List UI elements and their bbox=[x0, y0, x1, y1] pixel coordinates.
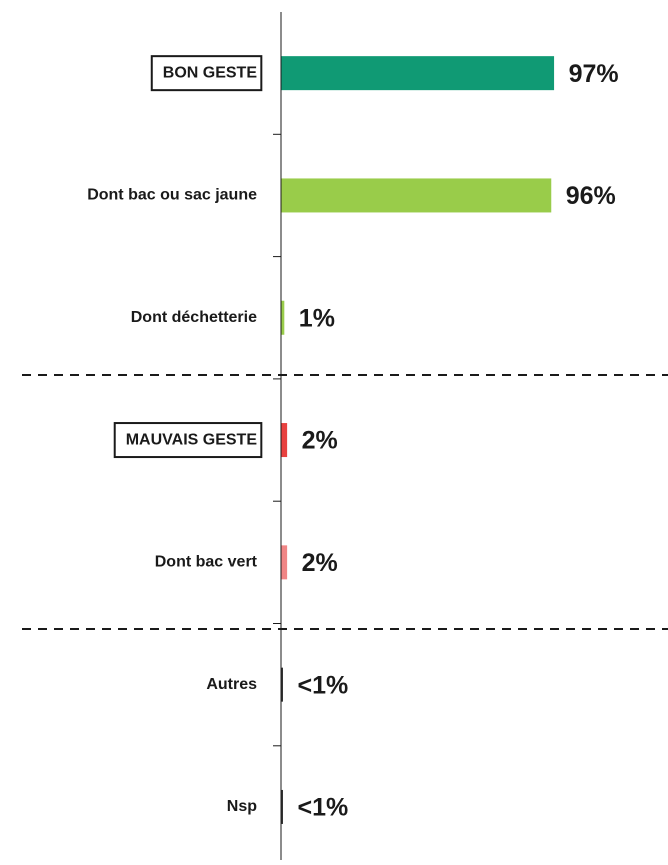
bar bbox=[281, 423, 288, 458]
value-label: 1% bbox=[299, 304, 335, 332]
value-label: <1% bbox=[298, 794, 349, 822]
bar bbox=[281, 56, 555, 91]
bar bbox=[281, 667, 283, 702]
header-box bbox=[150, 55, 263, 92]
category-label: MAUVAIS GESTE bbox=[126, 431, 258, 448]
bar bbox=[281, 789, 283, 824]
category-label: Dont déchetterie bbox=[131, 309, 257, 326]
category-label: Nsp bbox=[227, 798, 257, 815]
value-label: 2% bbox=[302, 427, 338, 455]
category-label: Dont bac vert bbox=[155, 554, 258, 571]
category-label: Dont bac ou sac jaune bbox=[87, 187, 257, 204]
bar bbox=[281, 545, 288, 580]
value-label: <1% bbox=[298, 671, 349, 699]
value-label: 96% bbox=[566, 182, 616, 210]
value-label: 97% bbox=[569, 60, 619, 88]
header-box bbox=[113, 422, 263, 459]
category-label: BON GESTE bbox=[163, 64, 258, 81]
bar bbox=[281, 300, 285, 335]
category-label: Autres bbox=[206, 676, 257, 693]
value-label: 2% bbox=[302, 549, 338, 577]
bar bbox=[281, 178, 552, 213]
